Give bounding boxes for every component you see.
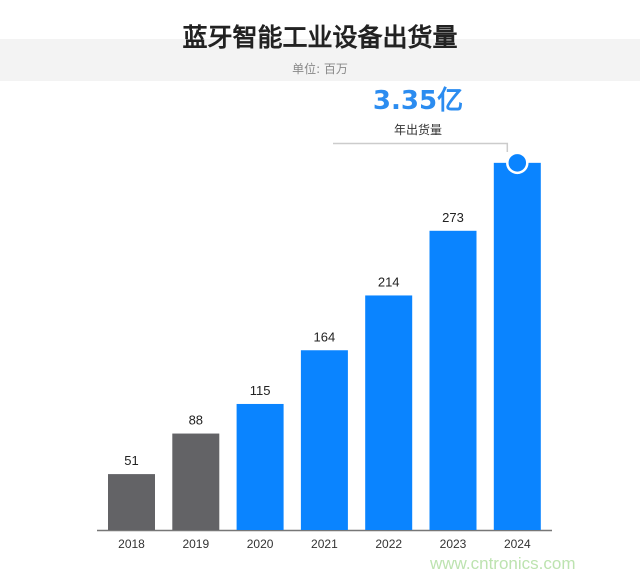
x-tick-2019: 2019 (182, 537, 209, 551)
data-label-2021: 164 (314, 329, 336, 344)
annotation-value: 3.35亿 (372, 86, 464, 116)
x-tick-2022: 2022 (375, 537, 402, 551)
x-tick-2024: 2024 (504, 537, 531, 551)
watermark: www.cntronics.com (430, 554, 576, 573)
bar-2020 (236, 403, 284, 530)
bar-2022 (365, 295, 413, 530)
bar-2019 (172, 433, 220, 530)
bar-2023 (429, 230, 477, 531)
bar-2024 (493, 162, 541, 530)
x-tick-2018: 2018 (118, 537, 145, 551)
data-label-2019: 88 (189, 413, 203, 428)
data-label-2018: 51 (124, 453, 138, 468)
bar-2021 (300, 350, 348, 530)
x-tick-2021: 2021 (311, 537, 338, 551)
bar-2018 (108, 474, 155, 530)
chart-subtitle: 单位: 百万 (292, 62, 348, 76)
annotation-marker (506, 151, 529, 175)
data-label-2022: 214 (378, 274, 400, 289)
data-label-2023: 273 (442, 210, 464, 225)
annotation-leader-line (333, 142, 509, 152)
x-tick-2020: 2020 (247, 537, 274, 551)
x-tick-2023: 2023 (440, 537, 467, 551)
chart-title: 蓝牙智能工业设备出货量 (182, 23, 458, 52)
data-label-2020: 115 (250, 383, 271, 398)
annotation-label: 年出货量 (393, 123, 442, 137)
title-band (0, 39, 640, 81)
